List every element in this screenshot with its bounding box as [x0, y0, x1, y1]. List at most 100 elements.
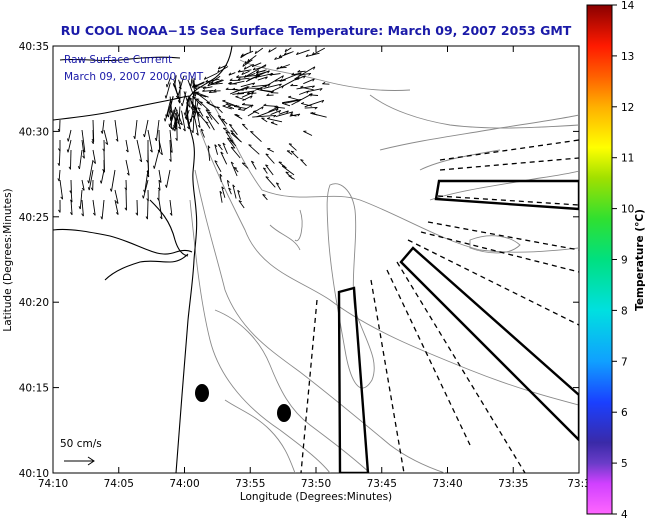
colorbar-tick-label: 5 — [621, 458, 628, 470]
current-vector — [177, 75, 185, 96]
current-vector-head — [186, 126, 190, 130]
current-vector-head — [279, 65, 283, 69]
current-vector — [70, 149, 72, 170]
current-vector-head — [252, 67, 256, 71]
current-vector-head — [237, 69, 241, 73]
current-vector-head — [167, 114, 169, 118]
current-vector — [218, 64, 228, 70]
current-vector — [199, 101, 211, 112]
current-vector — [225, 131, 234, 144]
temperature-colorbar: 14 13 12 11 10 9 8 7 6 5 4 Temperature (°C) — [586, 0, 646, 519]
current-vector — [178, 106, 181, 125]
current-vector-head — [311, 52, 315, 56]
current-vector — [243, 104, 253, 111]
current-vector — [297, 70, 306, 73]
current-vector-head — [217, 69, 220, 73]
current-vector — [242, 59, 253, 67]
current-vector — [67, 129, 72, 142]
current-vector — [158, 179, 161, 191]
current-vector — [288, 175, 295, 180]
current-vector — [251, 160, 257, 170]
y-tick-label: 40:30 — [19, 126, 49, 138]
current-vector-head — [185, 115, 187, 119]
current-vector — [304, 99, 324, 108]
current-vector — [147, 159, 150, 178]
current-vector-head — [168, 123, 171, 127]
current-vector-head — [228, 72, 232, 76]
current-vector — [88, 169, 94, 191]
current-vector-head — [149, 149, 153, 153]
x-tick-label: 74:10 — [38, 478, 68, 490]
colorbar-tick-label: 11 — [621, 153, 634, 165]
x-tick-label: 73:55 — [235, 478, 265, 490]
current-vector-head — [221, 186, 225, 190]
current-vector-head — [66, 149, 69, 153]
current-vector-head — [165, 184, 167, 188]
current-vector — [210, 79, 223, 85]
current-vector-head — [70, 212, 73, 216]
current-vector — [166, 169, 171, 188]
current-vector — [214, 144, 219, 155]
current-vector-head — [165, 84, 168, 88]
colorbar-tick-label: 8 — [621, 305, 628, 317]
current-vector — [188, 116, 193, 126]
overlay-current-label: Raw Surface Current — [64, 54, 172, 66]
current-vector-head — [291, 72, 295, 76]
current-vector — [230, 161, 238, 177]
current-vector — [164, 101, 171, 122]
current-vector — [59, 179, 64, 200]
current-vector — [282, 72, 302, 81]
current-vector — [286, 150, 293, 155]
current-vector — [70, 199, 73, 215]
current-vector — [250, 131, 262, 143]
current-vector-head — [163, 118, 166, 122]
current-vector-head — [205, 121, 209, 124]
current-vector-head — [242, 123, 246, 126]
current-vector — [204, 72, 218, 80]
current-vector-head — [264, 41, 265, 44]
current-vector-head — [237, 77, 241, 80]
current-vector-head — [288, 95, 292, 98]
current-vector — [144, 169, 149, 193]
current-vector — [174, 107, 183, 126]
current-vector-head — [296, 52, 299, 55]
current-vector — [203, 86, 213, 90]
current-vector — [228, 187, 232, 195]
current-vector — [291, 93, 313, 106]
current-vector — [265, 176, 276, 188]
current-vector — [192, 81, 197, 97]
current-vector — [125, 189, 127, 211]
current-vector-head — [179, 122, 183, 126]
current-vector-head — [197, 107, 201, 110]
current-vector — [81, 129, 86, 153]
current-vector — [222, 100, 235, 106]
current-vector — [265, 153, 275, 164]
current-vector-head — [202, 89, 206, 92]
current-vector — [281, 76, 300, 88]
current-vector-head — [159, 216, 163, 220]
current-vector-head — [251, 160, 255, 163]
current-vector-head — [281, 75, 284, 79]
current-vector-head — [278, 110, 282, 114]
current-vector-head — [300, 159, 304, 161]
colorbar-label: Temperature (°C) — [634, 209, 646, 311]
current-vector — [306, 88, 323, 93]
current-vector — [101, 119, 105, 134]
current-vector — [312, 113, 327, 118]
current-vector — [195, 91, 209, 103]
current-vector — [114, 119, 119, 142]
current-vector — [92, 149, 96, 164]
colorbar-tick-label: 7 — [621, 356, 628, 368]
current-vector-head — [290, 83, 294, 87]
current-vector — [264, 75, 284, 88]
current-vector — [205, 116, 215, 131]
current-vector-head — [283, 52, 287, 56]
current-vector — [67, 139, 72, 153]
current-vector-head — [222, 99, 226, 102]
current-vector-head — [301, 40, 303, 43]
buoy-marker — [195, 384, 209, 402]
current-vector — [217, 144, 223, 151]
current-vector-head — [180, 102, 183, 107]
current-vector — [281, 165, 295, 176]
